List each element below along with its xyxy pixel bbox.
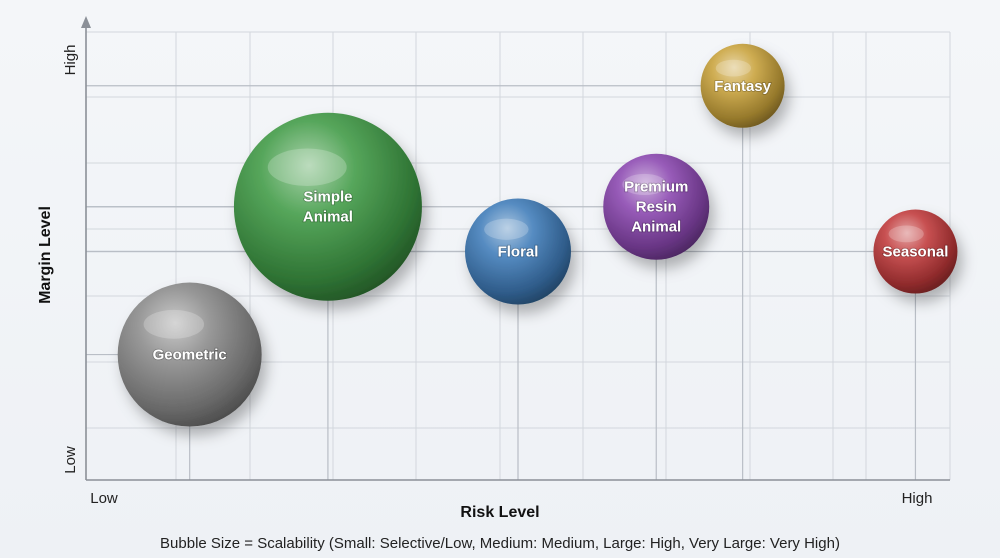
- bubble-point: [117, 282, 262, 427]
- x-axis-title: Risk Level: [460, 504, 539, 521]
- y-axis-title: Margin Level: [37, 206, 54, 304]
- bubble-fantasy: Fantasy: [700, 43, 785, 128]
- bubbles: Geometric Simple Animal Floral Premium Resin A…: [117, 43, 958, 427]
- bubble-label: Fantasy: [714, 78, 771, 95]
- bubble-label: Simple: [303, 189, 352, 206]
- bubble-point: [465, 198, 571, 305]
- bubble-label: Animal: [303, 209, 353, 226]
- bubble-label: Geometric: [153, 347, 227, 364]
- bubble-point: [603, 153, 710, 260]
- bubble-point: [233, 112, 422, 301]
- x-tick-low: Low: [90, 490, 118, 507]
- bubble-seasonal: Seasonal: [873, 209, 958, 294]
- bubble-highlight: [267, 148, 347, 187]
- bubble-premium-resin-animal: Premium Resin Animal: [603, 153, 710, 260]
- bubble-highlight: [715, 59, 752, 77]
- bubble-label: Floral: [498, 244, 539, 261]
- bubble-point: [700, 43, 785, 128]
- bubble-label: Premium: [624, 179, 688, 196]
- bubble-point: [873, 209, 958, 294]
- bubble-label: Seasonal: [883, 244, 949, 261]
- bubble-label: Animal: [631, 219, 681, 236]
- y-tick-high: High: [62, 45, 79, 76]
- axes: [81, 16, 950, 481]
- bubble-label: Resin: [636, 199, 677, 216]
- bubble-floral: Floral: [465, 198, 571, 305]
- bubble-highlight: [888, 225, 924, 243]
- y-tick-low: Low: [62, 446, 79, 474]
- bubble-highlight: [143, 309, 205, 339]
- bubble-simple-animal: Simple Animal: [233, 112, 422, 301]
- bubble-highlight: [484, 218, 529, 240]
- x-tick-high: High: [902, 490, 933, 507]
- bubble-geometric: Geometric: [117, 282, 262, 427]
- y-axis-arrow: [81, 16, 91, 28]
- bubble-size-caption: Bubble Size = Scalability (Small: Select…: [160, 535, 840, 552]
- bubble-highlight: [622, 173, 667, 196]
